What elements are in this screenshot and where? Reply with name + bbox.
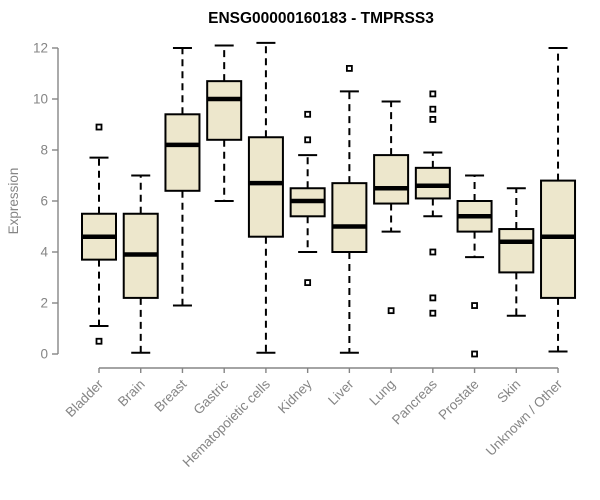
outlier-point	[471, 350, 478, 358]
iqr-box	[164, 113, 201, 192]
x-tick-label: Breast	[151, 376, 189, 414]
outlier-point	[304, 279, 312, 287]
y-tick-label: 0	[40, 347, 48, 362]
box-0	[81, 123, 117, 345]
iqr-box	[331, 182, 368, 253]
x-tick-label: Kidney	[275, 376, 315, 416]
x-tick-label: Skin	[494, 377, 523, 406]
iqr-box	[247, 136, 284, 238]
box-8	[414, 90, 451, 317]
x-tick-label: Liver	[325, 376, 357, 408]
x-tick-label: Pancreas	[389, 376, 440, 427]
x-tick-label: Gastric	[190, 376, 231, 417]
outlier-point	[95, 123, 103, 131]
outlier-point	[95, 337, 103, 345]
iqr-box	[498, 228, 535, 274]
outlier-point	[429, 248, 437, 256]
chart-title: ENSG00000160183 - TMPRSS3	[208, 10, 434, 27]
x-tick-label: Bladder	[63, 376, 107, 420]
outlier-point	[429, 90, 437, 98]
outlier-point	[304, 136, 312, 144]
outlier-point	[345, 65, 353, 72]
x-tick-label: Unknown / Other	[483, 376, 566, 459]
iqr-box	[540, 179, 577, 299]
y-axis: 0 2 4 6 8 10 12	[33, 41, 59, 362]
box-3	[206, 44, 243, 202]
plot-area: 0 2 4 6 8 10 12 Bladder Brain Breast GastricHemato…	[33, 41, 577, 470]
outlier-point	[304, 110, 312, 118]
outlier-point	[387, 307, 395, 315]
outlier-point	[429, 294, 437, 302]
iqr-box	[373, 154, 410, 205]
y-tick-label: 2	[40, 296, 48, 311]
y-tick-label: 6	[40, 194, 48, 209]
y-tick-label: 10	[33, 92, 48, 107]
x-tick-label: Lung	[366, 377, 398, 409]
outlier-point	[471, 302, 478, 309]
box-10	[498, 187, 535, 317]
x-tick-label: Prostate	[436, 377, 482, 423]
box-11	[540, 47, 577, 353]
box-7	[373, 100, 410, 315]
outlier-point	[429, 309, 437, 317]
box-1	[122, 174, 159, 354]
box-4	[247, 41, 284, 354]
y-tick-label: 8	[40, 143, 48, 158]
y-axis-label: Expression	[6, 168, 21, 235]
box-5	[289, 110, 326, 287]
y-tick-label: 12	[33, 41, 48, 56]
outlier-point	[429, 105, 437, 113]
box-9	[456, 174, 493, 358]
box-2	[164, 47, 201, 307]
y-tick-label: 4	[40, 245, 48, 260]
iqr-box	[414, 166, 451, 200]
iqr-box	[206, 80, 243, 141]
box-6	[331, 65, 368, 354]
x-tick-label: Brain	[115, 377, 148, 410]
outlier-point	[429, 116, 437, 123]
